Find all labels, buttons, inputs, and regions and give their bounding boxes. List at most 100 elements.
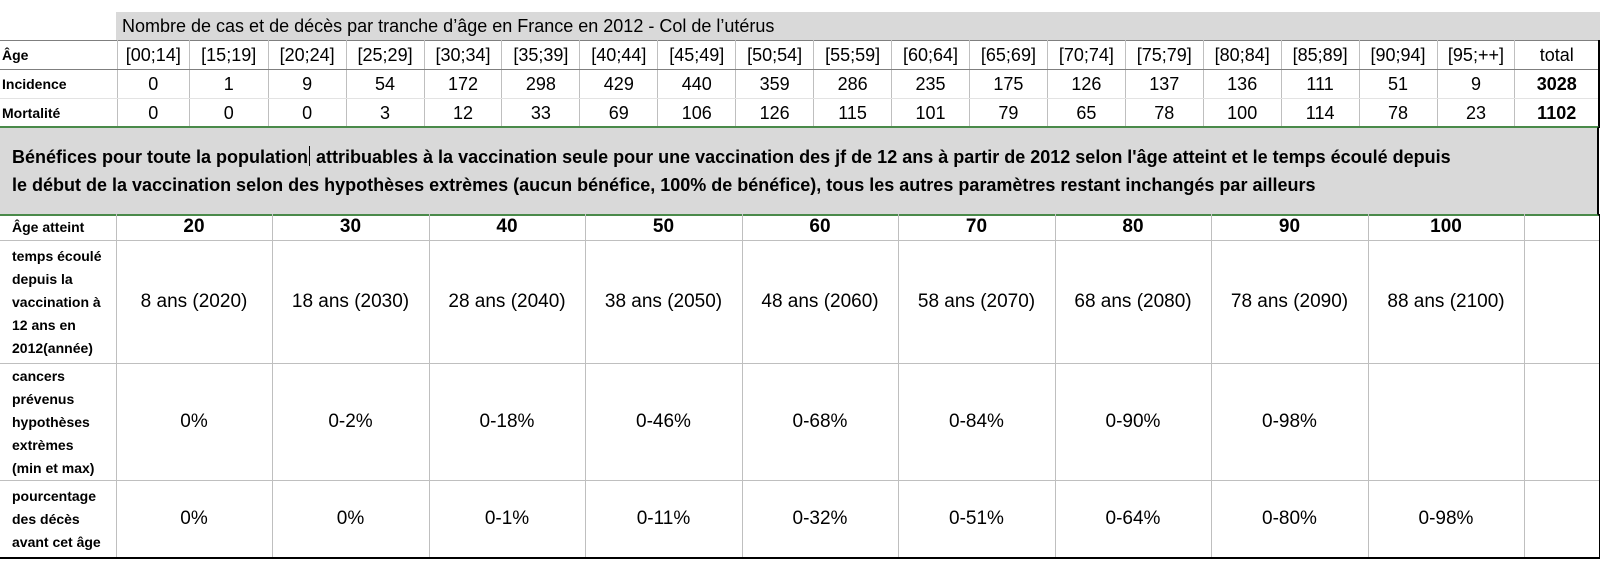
time-elapsed-cell[interactable]: 78 ans (2090) bbox=[1211, 240, 1369, 364]
incidence-value-cell[interactable]: 286 bbox=[813, 69, 893, 99]
age-reached-cell[interactable]: 60 bbox=[742, 214, 899, 241]
age-group-cell[interactable]: [55;59] bbox=[813, 40, 893, 70]
age-group-cell[interactable]: [20;24] bbox=[268, 40, 347, 70]
deaths-before-age-cell[interactable]: 0-11% bbox=[585, 480, 743, 559]
total-header-cell[interactable]: total bbox=[1514, 40, 1600, 70]
age-reached-label-cell[interactable]: Âge atteint bbox=[0, 214, 117, 241]
incidence-value-cell[interactable]: 137 bbox=[1125, 69, 1204, 99]
age-label-cell[interactable]: Âge bbox=[0, 40, 118, 70]
mortality-label-cell[interactable]: Mortalité bbox=[0, 98, 118, 128]
age-reached-cell[interactable]: 40 bbox=[429, 214, 586, 241]
time-elapsed-cell[interactable]: 18 ans (2030) bbox=[272, 240, 430, 364]
incidence-value-cell[interactable]: 51 bbox=[1359, 69, 1438, 99]
deaths-before-age-cell[interactable]: 0% bbox=[272, 480, 430, 559]
incidence-value-cell[interactable]: 0 bbox=[117, 69, 190, 99]
incidence-value-cell[interactable]: 235 bbox=[891, 69, 970, 99]
mortality-value-cell[interactable]: 79 bbox=[969, 98, 1048, 128]
age-group-cell[interactable]: [45;49] bbox=[657, 40, 737, 70]
incidence-total-cell[interactable]: 3028 bbox=[1514, 69, 1600, 99]
mortality-value-cell[interactable]: 65 bbox=[1047, 98, 1126, 128]
time-elapsed-cell[interactable]: 38 ans (2050) bbox=[585, 240, 743, 364]
incidence-value-cell[interactable]: 9 bbox=[1437, 69, 1516, 99]
age-group-cell[interactable]: [95;++] bbox=[1437, 40, 1516, 70]
deaths-before-age-cell[interactable]: 0-32% bbox=[742, 480, 899, 559]
mortality-value-cell[interactable]: 0 bbox=[117, 98, 190, 128]
age-group-cell[interactable]: [75;79] bbox=[1125, 40, 1204, 70]
mortality-value-cell[interactable]: 12 bbox=[424, 98, 503, 128]
mortality-value-cell[interactable]: 78 bbox=[1125, 98, 1204, 128]
deaths-before-age-cell[interactable] bbox=[1524, 480, 1600, 559]
deaths-before-age-cell[interactable]: 0-98% bbox=[1368, 480, 1525, 559]
cancers-prevented-cell[interactable]: 0-84% bbox=[898, 363, 1056, 481]
incidence-value-cell[interactable]: 111 bbox=[1281, 69, 1360, 99]
age-group-cell[interactable]: [85;89] bbox=[1281, 40, 1360, 70]
age-reached-cell[interactable]: 70 bbox=[898, 214, 1056, 241]
mortality-value-cell[interactable]: 78 bbox=[1359, 98, 1438, 128]
deaths-before-age-cell[interactable]: 0-1% bbox=[429, 480, 586, 559]
age-group-cell[interactable]: [25;29] bbox=[346, 40, 425, 70]
age-group-cell[interactable]: [50;54] bbox=[735, 40, 815, 70]
cancers-prevented-cell[interactable]: 0-46% bbox=[585, 363, 743, 481]
age-group-cell[interactable]: [90;94] bbox=[1359, 40, 1438, 70]
time-elapsed-cell[interactable]: 68 ans (2080) bbox=[1055, 240, 1212, 364]
age-reached-cell[interactable]: 20 bbox=[116, 214, 273, 241]
incidence-value-cell[interactable]: 172 bbox=[424, 69, 503, 99]
time-elapsed-cell[interactable]: 28 ans (2040) bbox=[429, 240, 586, 364]
time-elapsed-cell[interactable] bbox=[1524, 240, 1600, 364]
age-reached-cell[interactable]: 100 bbox=[1368, 214, 1525, 241]
deaths-before-age-cell[interactable]: 0% bbox=[116, 480, 273, 559]
deaths-before-age-cell[interactable]: 0-64% bbox=[1055, 480, 1212, 559]
cancers-prevented-cell[interactable]: 0-2% bbox=[272, 363, 430, 481]
incidence-value-cell[interactable]: 175 bbox=[969, 69, 1048, 99]
mortality-value-cell[interactable]: 69 bbox=[579, 98, 659, 128]
age-group-cell[interactable]: [40;44] bbox=[579, 40, 659, 70]
incidence-value-cell[interactable]: 440 bbox=[657, 69, 737, 99]
cancers-prevented-cell[interactable] bbox=[1368, 363, 1525, 481]
age-group-cell[interactable]: [30;34] bbox=[424, 40, 503, 70]
cancers-prevented-label-cell[interactable]: cancers prévenus hypothèses extrèmes (mi… bbox=[0, 363, 117, 481]
incidence-value-cell[interactable]: 54 bbox=[346, 69, 425, 99]
incidence-value-cell[interactable]: 298 bbox=[501, 69, 581, 99]
mortality-value-cell[interactable]: 3 bbox=[346, 98, 425, 128]
cancers-prevented-cell[interactable]: 0-90% bbox=[1055, 363, 1212, 481]
age-group-cell[interactable]: [80;84] bbox=[1203, 40, 1282, 70]
deaths-before-age-label-cell[interactable]: pourcentage des décès avant cet âge bbox=[0, 480, 117, 559]
mortality-value-cell[interactable]: 115 bbox=[813, 98, 893, 128]
age-group-cell[interactable]: [00;14] bbox=[117, 40, 190, 70]
cancers-prevented-cell[interactable]: 0-98% bbox=[1211, 363, 1369, 481]
mortality-value-cell[interactable]: 101 bbox=[891, 98, 970, 128]
age-group-cell[interactable]: [65;69] bbox=[969, 40, 1048, 70]
time-elapsed-cell[interactable]: 88 ans (2100) bbox=[1368, 240, 1525, 364]
age-group-cell[interactable]: [35;39] bbox=[501, 40, 581, 70]
incidence-value-cell[interactable]: 9 bbox=[268, 69, 347, 99]
mortality-value-cell[interactable]: 0 bbox=[189, 98, 269, 128]
cancers-prevented-cell[interactable]: 0-18% bbox=[429, 363, 586, 481]
benefits-header-cell[interactable]: Bénéfices pour toute la population attri… bbox=[0, 126, 1599, 216]
deaths-before-age-cell[interactable]: 0-51% bbox=[898, 480, 1056, 559]
incidence-value-cell[interactable]: 359 bbox=[735, 69, 815, 99]
incidence-table-title-cell[interactable]: Nombre de cas et de décès par tranche d’… bbox=[116, 12, 1600, 40]
mortality-value-cell[interactable]: 0 bbox=[268, 98, 347, 128]
age-group-cell[interactable]: [60;64] bbox=[891, 40, 970, 70]
time-elapsed-cell[interactable]: 58 ans (2070) bbox=[898, 240, 1056, 364]
mortality-value-cell[interactable]: 114 bbox=[1281, 98, 1360, 128]
age-group-cell[interactable]: [15;19] bbox=[189, 40, 269, 70]
incidence-value-cell[interactable]: 136 bbox=[1203, 69, 1282, 99]
incidence-value-cell[interactable]: 126 bbox=[1047, 69, 1126, 99]
age-reached-cell[interactable] bbox=[1524, 214, 1600, 241]
time-elapsed-label-cell[interactable]: temps écoulé depuis la vaccination à 12 … bbox=[0, 240, 117, 364]
mortality-value-cell[interactable]: 100 bbox=[1203, 98, 1282, 128]
age-reached-cell[interactable]: 30 bbox=[272, 214, 430, 241]
deaths-before-age-cell[interactable]: 0-80% bbox=[1211, 480, 1369, 559]
mortality-value-cell[interactable]: 126 bbox=[735, 98, 815, 128]
mortality-total-cell[interactable]: 1102 bbox=[1514, 98, 1600, 128]
mortality-value-cell[interactable]: 106 bbox=[657, 98, 737, 128]
age-reached-cell[interactable]: 50 bbox=[585, 214, 743, 241]
cancers-prevented-cell[interactable]: 0-68% bbox=[742, 363, 899, 481]
time-elapsed-cell[interactable]: 8 ans (2020) bbox=[116, 240, 273, 364]
age-reached-cell[interactable]: 90 bbox=[1211, 214, 1369, 241]
age-group-cell[interactable]: [70;74] bbox=[1047, 40, 1126, 70]
incidence-value-cell[interactable]: 429 bbox=[579, 69, 659, 99]
mortality-value-cell[interactable]: 33 bbox=[501, 98, 581, 128]
cancers-prevented-cell[interactable] bbox=[1524, 363, 1600, 481]
